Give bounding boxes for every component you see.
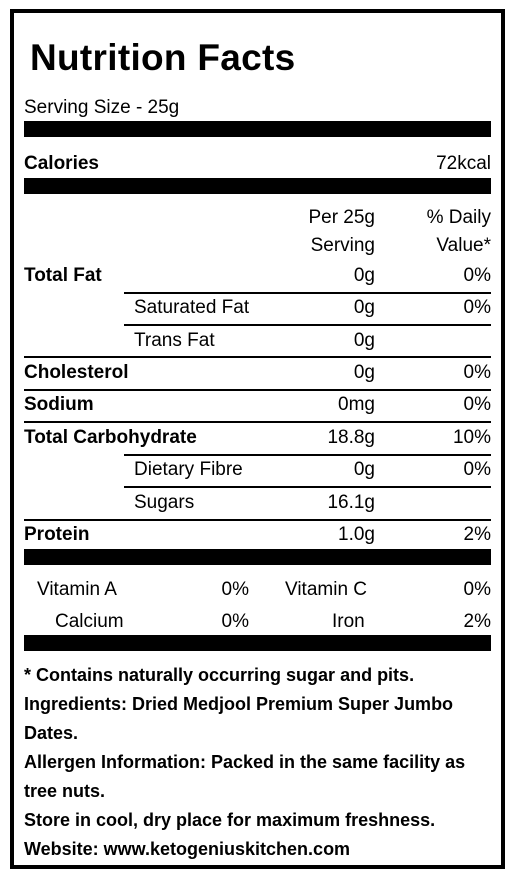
calcium-value: 0% (221, 611, 249, 632)
row-divider (24, 356, 491, 358)
vitamin-a-label: Vitamin A (37, 579, 117, 600)
per-serving-header-line1: Per 25g (308, 207, 375, 228)
vitamin-a-value: 0% (221, 579, 249, 600)
row-divider (124, 454, 491, 456)
nutrient-dv-cholesterol: 0% (463, 362, 491, 383)
website-text: Website: www.ketogeniuskitchen.com (24, 839, 351, 859)
nutrient-name-trans-fat: Trans Fat (134, 330, 215, 351)
thick-divider (24, 121, 491, 137)
thick-divider (24, 549, 491, 565)
calories-label: Calories (24, 153, 99, 174)
row-divider (124, 486, 491, 488)
storage-text: Store in cool, dry place for maximum fre… (24, 810, 436, 830)
serving-size: Serving Size - 25g (24, 97, 180, 118)
nutrient-dv-protein: 2% (463, 524, 491, 545)
vitamin-c-label: Vitamin C (285, 579, 368, 600)
nutrient-dv-saturated-fat: 0% (463, 297, 491, 318)
nutrition-label: Nutrition Facts Serving Size - 25g Calor… (10, 9, 505, 869)
nutrient-amount-total-fat: 0g (353, 265, 375, 286)
iron-value: 2% (463, 611, 491, 632)
row-divider (124, 324, 491, 326)
nutrient-name-protein: Protein (24, 524, 90, 545)
row-divider (124, 292, 491, 294)
nutrient-amount-dietary-fibre: 0g (353, 459, 375, 480)
nutrient-name-sugars: Sugars (134, 492, 195, 513)
vitamin-c-value: 0% (463, 579, 491, 600)
nutrient-name-saturated-fat: Saturated Fat (134, 297, 250, 318)
thick-divider (24, 635, 491, 651)
iron-label: Iron (332, 611, 365, 632)
calories-value: 72kcal (436, 153, 491, 174)
row-divider (24, 519, 491, 521)
ingredients-text: Ingredients: Dried Medjool Premium Super… (24, 694, 454, 743)
daily-value-header-line2: Value* (436, 235, 491, 256)
nutrient-dv-dietary-fibre: 0% (463, 459, 491, 480)
nutrient-amount-sodium: 0mg (338, 394, 375, 415)
daily-value-header-line1: % Daily (426, 207, 491, 228)
nutrient-amount-cholesterol: 0g (353, 362, 375, 383)
nutrient-name-total-fat: Total Fat (24, 265, 102, 286)
nutrient-amount-saturated-fat: 0g (353, 297, 375, 318)
calcium-label: Calcium (55, 611, 124, 632)
thick-divider (24, 178, 491, 194)
nutrient-dv-total-fat: 0% (463, 265, 491, 286)
label-title: Nutrition Facts (30, 37, 296, 78)
nutrient-amount-trans-fat: 0g (353, 330, 375, 351)
nutrient-amount-protein: 1.0g (338, 524, 375, 545)
nutrient-name-sodium: Sodium (24, 394, 94, 415)
nutrient-name-cholesterol: Cholesterol (24, 362, 129, 383)
row-divider (24, 389, 491, 391)
nutrient-amount-total-carbohydrate: 18.8g (327, 427, 375, 448)
nutrient-name-dietary-fibre: Dietary Fibre (134, 459, 243, 480)
nutrient-name-total-carbohydrate: Total Carbohydrate (24, 427, 197, 448)
allergen-text: Allergen Information: Packed in the same… (24, 752, 466, 801)
footnote-sugar-note: * Contains naturally occurring sugar and… (24, 665, 415, 685)
row-divider (24, 421, 491, 423)
nutrient-dv-sodium: 0% (463, 394, 491, 415)
nutrient-amount-sugars: 16.1g (327, 492, 375, 513)
per-serving-header-line2: Serving (310, 235, 375, 256)
nutrient-dv-total-carbohydrate: 10% (452, 427, 491, 448)
